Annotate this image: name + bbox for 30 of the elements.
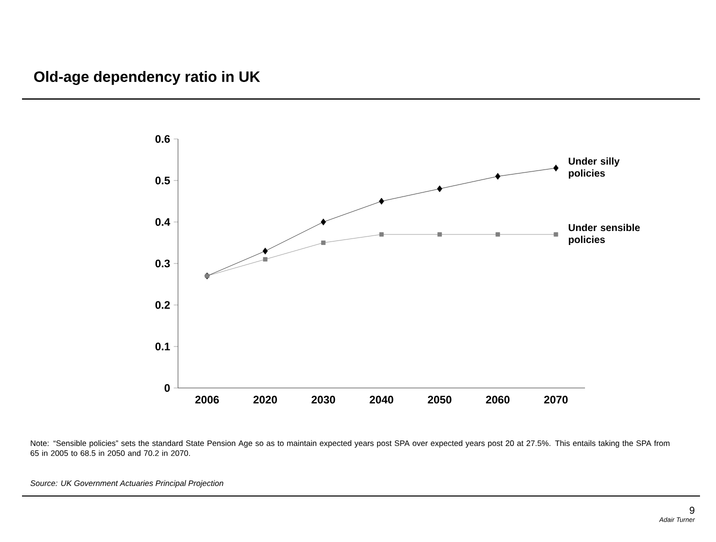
series-label: Under sensible policies: [568, 224, 640, 246]
y-tick-label: 0.6: [155, 135, 170, 143]
text: 9: [690, 506, 694, 514]
y-tick-label: 0: [164, 384, 170, 392]
y-tick-label: 0.3: [155, 260, 170, 268]
series-label: Under silly policies: [568, 157, 620, 179]
point: [262, 248, 268, 254]
point: [554, 232, 558, 237]
y-tick-label: 0.5: [155, 176, 170, 184]
x-tick-label: 2060: [486, 396, 510, 404]
point: [263, 257, 268, 262]
point: [320, 218, 326, 226]
point: [437, 185, 442, 192]
point: [553, 164, 559, 172]
y-tick-label: 0.1: [155, 342, 170, 350]
x-tick-label: 2030: [312, 396, 336, 404]
point: [321, 240, 326, 245]
x-tick-label: 2070: [544, 396, 568, 404]
y-tick-label: 0.2: [155, 301, 170, 309]
point: [495, 172, 500, 180]
point: [379, 232, 384, 237]
x-tick-label: 2006: [195, 396, 219, 404]
x-tick-label: 2040: [370, 396, 394, 404]
point: [496, 232, 500, 237]
y-tick-label: 0.4: [155, 218, 170, 226]
point: [378, 198, 384, 205]
point: [437, 232, 442, 237]
x-tick-label: 2050: [428, 396, 452, 404]
x-tick-label: 2020: [253, 396, 277, 404]
chart-title: Old-age dependency ratio in UK: [34, 70, 260, 85]
